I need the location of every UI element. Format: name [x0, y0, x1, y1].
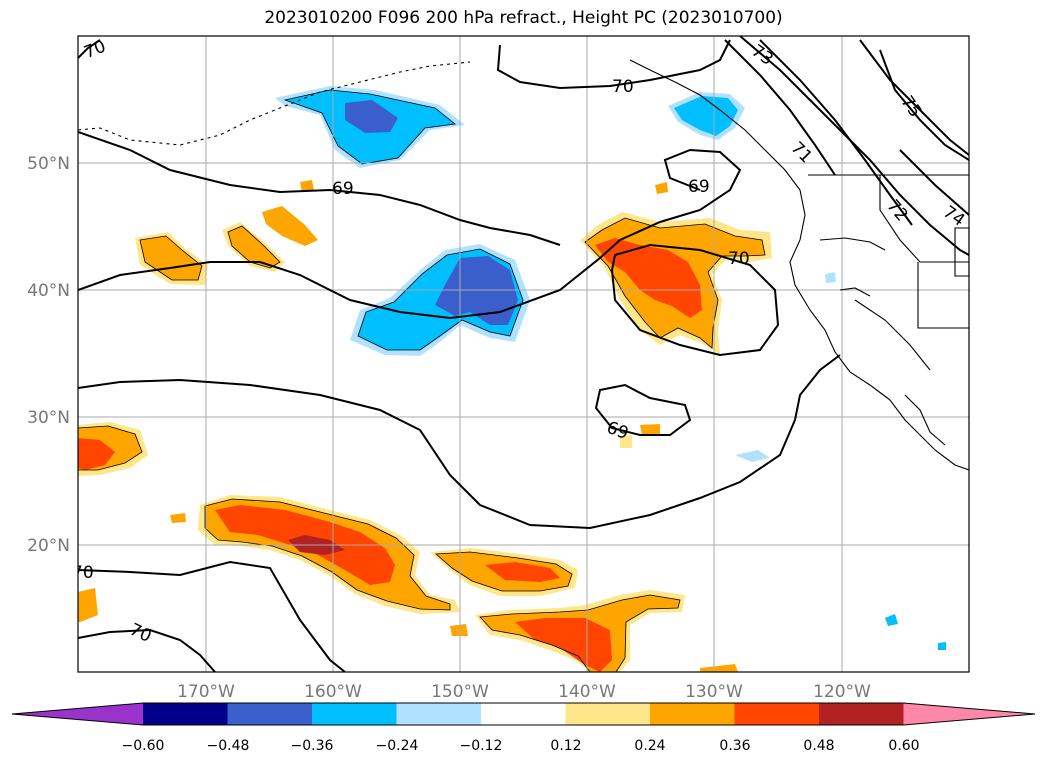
colorbar-segment [650, 703, 735, 725]
colorbar-extend-low [12, 703, 143, 725]
neg-area-small-2 [885, 614, 898, 626]
map-border [77, 35, 970, 673]
pos-area-small-b [655, 182, 668, 194]
colorbar-tick-label: 0.24 [634, 738, 665, 754]
colorbar-segment [227, 703, 313, 725]
pos-area-small-a [300, 180, 314, 192]
lon-label: 160°W [304, 682, 362, 702]
colorbar-segment [481, 703, 566, 725]
contour-72 [759, 39, 913, 226]
height-contours [78, 36, 969, 672]
colorbar-segment [312, 703, 397, 725]
map-title: 2023010200 F096 200 hPa refract., Height… [264, 8, 783, 28]
refractivity-fill [78, 86, 946, 672]
pos-area-small-h [700, 664, 738, 672]
contour-label: 69 [688, 177, 710, 197]
contour-70-southwest [78, 560, 346, 672]
colorbar-outline [11, 702, 1036, 726]
lon-label: 140°W [558, 682, 616, 702]
colorbar-tick-label: −0.12 [460, 738, 503, 754]
colorbar-extend-high [903, 703, 1035, 725]
neg-area-small-4 [825, 272, 836, 283]
contour-70-loop [78, 354, 841, 530]
contour-73 [739, 36, 969, 256]
contour-70-ridge [496, 39, 731, 90]
pos-area-small-c [450, 624, 468, 636]
neg-area-small-1 [735, 450, 770, 462]
contour-75 [879, 49, 969, 161]
pos-area-small-d [640, 424, 660, 434]
pos-area-dateline-core [78, 438, 115, 470]
graticule [78, 36, 969, 672]
colorbar-tick-label: −0.36 [291, 738, 334, 754]
lat-labels: 50°N 40°N 30°N 20°N [27, 154, 70, 556]
colorbar [11, 702, 1036, 726]
neg-area-small-3 [938, 642, 946, 650]
lon-label: 150°W [431, 682, 489, 702]
colorbar-segment [819, 703, 904, 725]
pos-area-southeast-core [485, 562, 560, 582]
colorbar-tick-labels: −0.60 −0.48 −0.36 −0.24 −0.12 0.12 0.24 … [122, 738, 920, 754]
lon-label: 170°W [177, 682, 235, 702]
pos-area-south-core [515, 618, 612, 672]
colorbar-segment [143, 703, 228, 725]
neg-area-bc-coast-mid [674, 96, 738, 136]
contour-71 [724, 39, 836, 176]
contour-69-upper [78, 131, 561, 246]
colorbar-segment [734, 703, 820, 725]
neg-area-gulf-alaska-core [345, 100, 398, 133]
contour-70-south [78, 628, 216, 672]
refractivity-contours [78, 89, 766, 672]
contour-69 [78, 148, 742, 320]
colorbar-tick-label: 0.60 [888, 738, 919, 754]
colorbar-tick-label: −0.48 [207, 738, 250, 754]
colorbar-tick-label: −0.60 [122, 738, 165, 754]
lat-label: 20°N [27, 536, 70, 556]
pos-area-small-f [620, 435, 632, 448]
pos-area-west-3 [262, 206, 318, 246]
lat-label: 30°N [27, 408, 70, 428]
lon-label: 130°W [685, 682, 743, 702]
contour-label: 70 [612, 77, 634, 97]
pos-area-small-g [78, 588, 98, 622]
pos-area-west-2-mid [228, 226, 280, 268]
pos-area-small-e [170, 513, 186, 523]
lat-label: 50°N [27, 154, 70, 174]
lat-label: 40°N [27, 281, 70, 301]
contour-70-low [610, 243, 780, 357]
contour-70-north [78, 39, 101, 59]
lon-labels: 170°W 160°W 150°W 140°W 130°W 120°W [177, 682, 871, 702]
contour-74 [859, 39, 969, 216]
contour-label: 70 [72, 563, 94, 583]
colorbar-tick-label: 0.12 [550, 738, 581, 754]
colorbar-tick-label: −0.24 [376, 738, 419, 754]
colorbar-segment [396, 703, 482, 725]
contour-69-island [594, 383, 692, 436]
pos-area-california-core [595, 238, 702, 318]
lon-label: 120°W [813, 682, 871, 702]
colorbar-tick-label: 0.48 [803, 738, 834, 754]
contour-label: 70 [728, 249, 750, 269]
colorbar-tick-label: 0.36 [719, 738, 750, 754]
contour-label: 69 [332, 179, 354, 199]
coastlines [78, 59, 969, 471]
colorbar-segment [565, 703, 651, 725]
